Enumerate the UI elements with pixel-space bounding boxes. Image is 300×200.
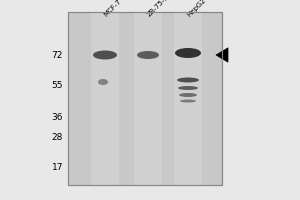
Bar bbox=[68, 12, 222, 185]
Text: 28: 28 bbox=[52, 134, 63, 142]
Text: ZR-75-1: ZR-75-1 bbox=[146, 0, 170, 18]
Ellipse shape bbox=[98, 79, 108, 85]
Bar bbox=[174, 12, 202, 185]
Bar bbox=[91, 12, 119, 185]
Text: HepG2: HepG2 bbox=[186, 0, 207, 18]
Ellipse shape bbox=[177, 77, 199, 82]
Ellipse shape bbox=[137, 51, 159, 59]
Text: 55: 55 bbox=[52, 80, 63, 90]
Polygon shape bbox=[216, 48, 228, 62]
Ellipse shape bbox=[180, 99, 196, 102]
Text: 72: 72 bbox=[52, 50, 63, 60]
Ellipse shape bbox=[175, 48, 201, 58]
Text: 36: 36 bbox=[52, 114, 63, 122]
Bar bbox=[68, 12, 222, 185]
Ellipse shape bbox=[178, 86, 198, 90]
Text: MCF-7: MCF-7 bbox=[103, 0, 123, 18]
Ellipse shape bbox=[93, 50, 117, 60]
Ellipse shape bbox=[179, 93, 197, 97]
Bar bbox=[134, 12, 162, 185]
Text: 17: 17 bbox=[52, 164, 63, 172]
